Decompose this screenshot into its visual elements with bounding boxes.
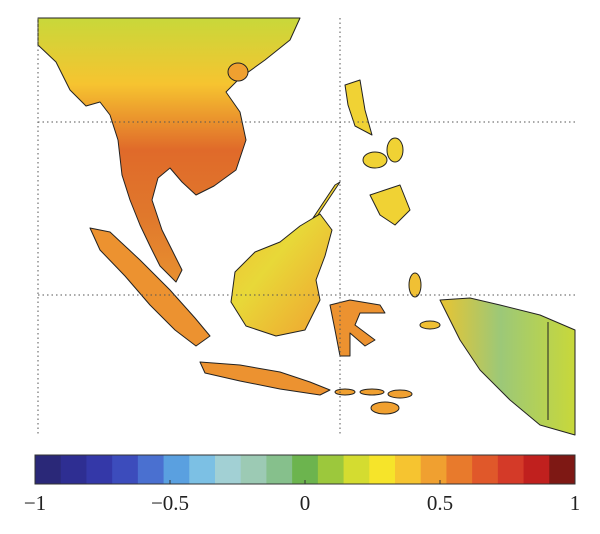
tick-label: −1 [24,491,46,515]
colorbar-swatch [549,455,576,484]
colorbar-swatch [395,455,422,484]
island [386,137,404,163]
colorbar-swatch [86,455,113,484]
colorbar-swatch [35,455,62,484]
mainland [37,17,301,283]
tick-label: 0.5 [427,491,453,515]
palawan [312,181,341,219]
new-guinea [439,297,576,436]
colorbar-swatch [137,455,165,484]
tick-label: 0 [300,491,311,515]
java [199,361,331,396]
colorbar-swatch [112,455,139,484]
tick-label: 1 [570,491,581,515]
luzon [344,79,373,136]
colorbar: −1 −0.5 0 0.5 1 [24,454,581,515]
borneo [230,213,333,337]
colorbar-swatch [240,455,267,484]
island [370,401,400,415]
philippines [312,79,411,226]
hainan [227,62,249,82]
island [362,151,388,169]
colorbar-swatch [446,455,473,484]
colorbar-swatch [266,455,293,484]
sulawesi [329,299,386,357]
island [359,388,385,396]
colorbar-swatch [523,455,550,484]
colorbar-swatch [189,455,216,484]
colorbar-swatch [215,455,242,484]
lesser-sunda [334,388,413,415]
island [408,272,422,298]
island [419,320,441,330]
colorbar-swatch [369,455,396,484]
colorbar-swatch [60,455,87,484]
island [334,388,356,396]
island [387,389,413,399]
colorbar-swatch [343,455,370,484]
colorbar-swatch [292,455,319,484]
sumatra [89,227,211,347]
colorbar-swatch [420,455,447,484]
map [37,17,576,436]
mindanao [369,184,411,226]
colorbar-swatch [163,455,190,484]
colorbar-swatch [317,455,345,484]
colorbar-swatch [497,455,525,484]
colorbar-swatch [472,455,499,484]
tick-label: −0.5 [151,491,189,515]
